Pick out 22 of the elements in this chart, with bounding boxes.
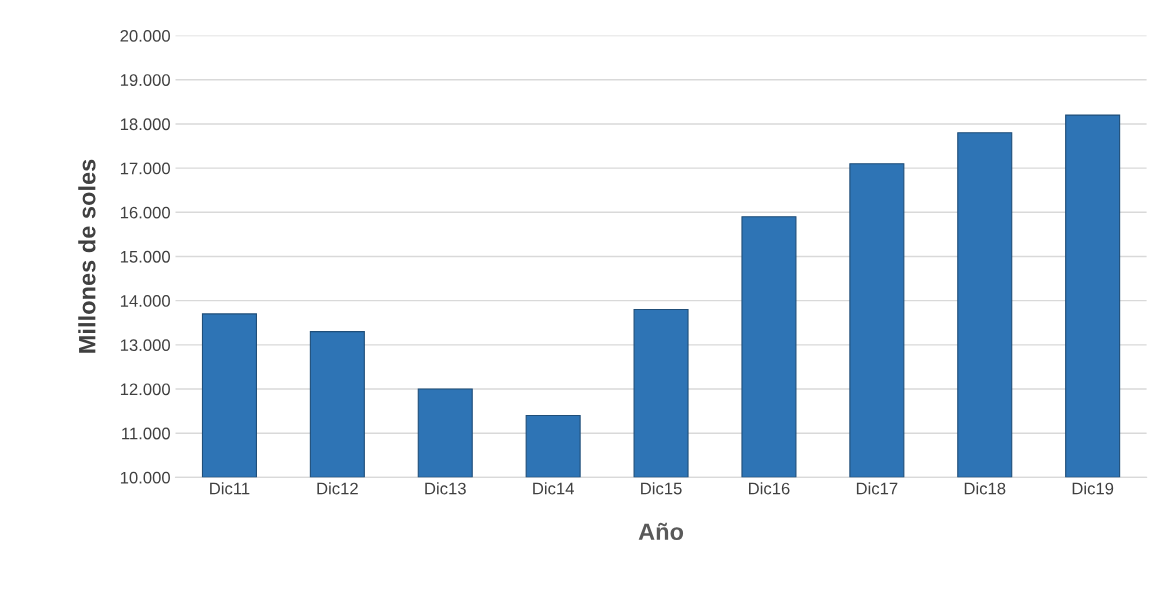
x-tick-label: Dic15 <box>641 482 682 495</box>
y-tick-label: 19.000 <box>120 74 170 86</box>
x-tick-label: Dic13 <box>425 482 466 495</box>
x-tick-label: Dic17 <box>856 482 898 495</box>
y-axis-title: Millones de soles <box>78 159 96 353</box>
y-tick-label: 17.000 <box>120 162 170 175</box>
x-tick-label: Dic18 <box>964 482 1006 495</box>
x-axis-title: Año <box>638 522 684 541</box>
x-tick-label: Dic11 <box>210 482 250 495</box>
y-tick-label: 16.000 <box>120 206 170 219</box>
y-tick-label: 10.000 <box>120 471 170 484</box>
x-tick-label: Dic12 <box>317 482 358 495</box>
y-tick-label: 13.000 <box>120 339 170 352</box>
x-tick-label: Dic14 <box>533 482 574 495</box>
y-tick-label: 15.000 <box>120 250 170 263</box>
y-tick-label: 11.000 <box>122 427 170 440</box>
x-tick-label: Dic16 <box>749 482 790 495</box>
y-tick-label: 12.000 <box>120 383 170 396</box>
x-tick-label: Dic19 <box>1072 482 1114 495</box>
y-tick-label: 20.000 <box>120 29 170 42</box>
y-tick-label: 18.000 <box>120 118 170 131</box>
y-tick-label: 14.000 <box>120 295 170 307</box>
